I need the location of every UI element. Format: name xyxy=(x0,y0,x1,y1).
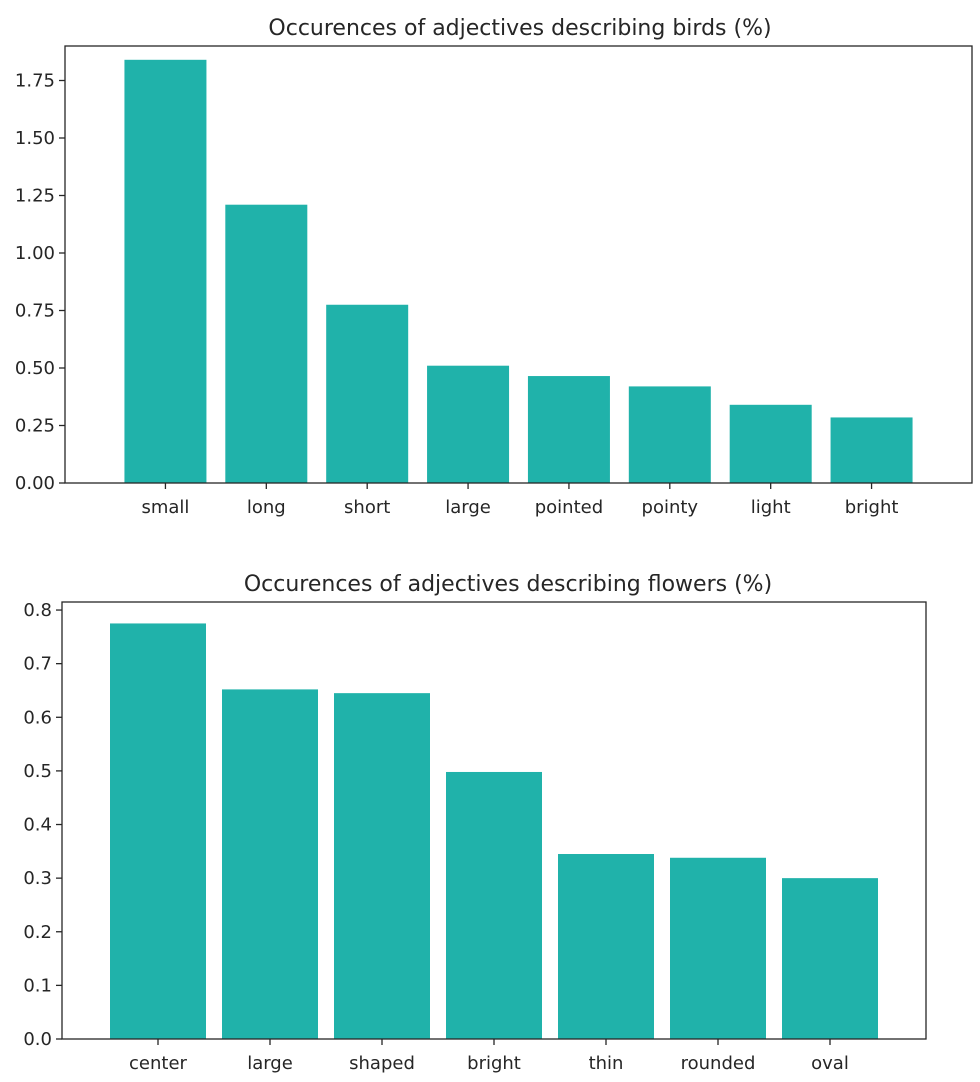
flowers-x-tick-label: thin xyxy=(589,1053,624,1074)
flowers-bar-shaped xyxy=(334,693,430,1039)
flowers-x-tick-label: oval xyxy=(811,1053,849,1074)
birds-y-tick-label: 1.75 xyxy=(15,71,55,92)
birds-y-tick-label: 0.50 xyxy=(15,358,55,379)
flowers-x-tick-label: rounded xyxy=(681,1053,756,1074)
birds-chart: Occurences of adjectives describing bird… xyxy=(15,16,973,518)
flowers-bar-bright xyxy=(446,771,542,1039)
flowers-y-tick-label: 0.1 xyxy=(23,975,52,996)
flowers-x-tick-label: large xyxy=(247,1053,293,1074)
birds-bar-short xyxy=(326,304,409,483)
birds-plot-frame xyxy=(64,45,973,484)
birds-bar-pointy xyxy=(628,386,711,483)
birds-chart-title: Occurences of adjectives describing bird… xyxy=(268,16,771,41)
flowers-x-tick-label: bright xyxy=(467,1053,521,1074)
flowers-x-tick-label: center xyxy=(129,1053,188,1074)
birds-y-tick-label: 1.00 xyxy=(15,243,55,264)
birds-y-tick-label: 0.75 xyxy=(15,301,55,322)
flowers-x-tick-label: shaped xyxy=(349,1053,415,1074)
flowers-y-tick-label: 0.5 xyxy=(23,761,52,782)
birds-x-tick-label: light xyxy=(751,497,791,518)
flowers-y-tick-label: 0.2 xyxy=(23,922,52,943)
birds-x-tick-label: small xyxy=(141,497,189,518)
flowers-y-tick-label: 0.4 xyxy=(23,815,52,836)
flowers-bar-large xyxy=(222,689,318,1039)
birds-x-tick-label: pointy xyxy=(642,497,699,518)
birds-y-tick-label: 0.00 xyxy=(15,473,55,494)
birds-x-tick-label: large xyxy=(445,497,491,518)
flowers-chart-title: Occurences of adjectives describing flow… xyxy=(244,572,772,597)
flowers-y-tick-label: 0.6 xyxy=(23,707,52,728)
flowers-y-tick-label: 0.3 xyxy=(23,868,52,889)
birds-y-tick-label: 0.25 xyxy=(15,416,55,437)
birds-x-tick-label: pointed xyxy=(535,497,603,518)
flowers-y-tick-label: 0.7 xyxy=(23,654,52,675)
flowers-y-tick-label: 0.0 xyxy=(23,1029,52,1050)
flowers-bar-oval xyxy=(782,878,878,1039)
flowers-bar-center xyxy=(110,623,206,1039)
birds-bar-long xyxy=(225,204,308,483)
flowers-y-tick-label: 0.8 xyxy=(23,600,52,621)
birds-bar-large xyxy=(427,365,510,483)
birds-y-tick-label: 1.25 xyxy=(15,186,55,207)
birds-bar-bright xyxy=(830,417,913,483)
flowers-bar-rounded xyxy=(670,857,766,1039)
birds-x-tick-label: short xyxy=(344,497,390,518)
birds-bar-pointed xyxy=(527,376,610,483)
flowers-bar-thin xyxy=(558,854,654,1039)
birds-bar-small xyxy=(124,59,207,484)
birds-x-tick-label: bright xyxy=(845,497,899,518)
flowers-chart: Occurences of adjectives describing flow… xyxy=(23,572,927,1074)
birds-y-tick-label: 1.50 xyxy=(15,128,55,149)
birds-bar-light xyxy=(729,404,812,483)
birds-x-tick-label: long xyxy=(247,497,286,518)
